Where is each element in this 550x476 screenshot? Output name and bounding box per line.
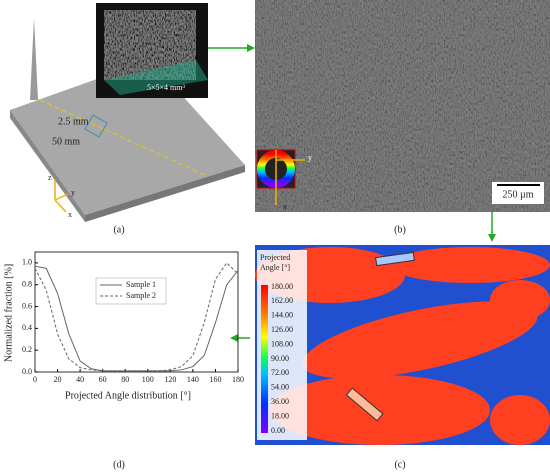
marker (345, 387, 384, 422)
y-tick-label: 0.8 (22, 280, 32, 289)
region (84, 114, 108, 138)
legend-label: Sample 1 (126, 280, 156, 289)
series-line (34, 262, 239, 372)
colorbar-label: 18.00 (271, 411, 289, 420)
y-tick-label: 0.6 (22, 301, 32, 310)
axis-y: y (71, 188, 75, 197)
plate-edge (85, 165, 245, 222)
colorbar-label: 162.00 (271, 296, 293, 305)
volume: 5×5×4 mm³ (147, 83, 185, 92)
panel-label: (d) (113, 459, 125, 470)
panel-a: 5×5×4 mm³ 2.5 mm 50 mm z y x (a) (10, 3, 245, 235)
x-tick-label: 120 (164, 375, 176, 384)
dim: 50 mm (52, 136, 80, 147)
pillar (30, 18, 38, 100)
axis-z: z (48, 173, 52, 182)
legend-label: Sample 2 (126, 291, 156, 300)
colorbar-label: 72.00 (271, 368, 289, 377)
colorbar-label: 108.00 (271, 339, 293, 348)
panel-label: (c) (394, 459, 405, 470)
colorbar-title: Angle [°] (260, 263, 290, 272)
panel-label: (a) (113, 224, 124, 235)
y-tick-label: 0.2 (22, 345, 32, 354)
y-axis-title: Normalized fraction [%] (3, 264, 14, 362)
colorbar (261, 285, 268, 433)
x-tick-label: 0 (33, 375, 37, 384)
axis-x: x (68, 210, 72, 219)
colorbar-label: 126.00 (271, 325, 293, 334)
colorbar-label: 180.00 (271, 282, 293, 291)
y-tick-label: 0.0 (22, 367, 32, 376)
scale-box (492, 182, 544, 204)
red-regions (255, 247, 550, 445)
x-tick-label: 40 (76, 375, 84, 384)
axis-y: y (308, 153, 312, 162)
colorbar-label: 144.00 (271, 311, 293, 320)
x-tick-label: 100 (142, 375, 154, 384)
guide (39, 99, 206, 176)
arrow-head (247, 44, 255, 52)
plate (10, 60, 245, 215)
x-tick-label: 180 (232, 375, 244, 384)
dim: 2.5 mm (58, 116, 89, 127)
legend-box (95, 277, 167, 305)
colorbar-title: Projected (260, 253, 290, 262)
panel-label: (b) (394, 224, 406, 235)
colorbar-label: 54.00 (271, 383, 289, 392)
colorbar-label: 0.00 (271, 426, 285, 435)
panel-c: Projected Angle [°] 180.00 162.00 144.00 12… (255, 245, 550, 470)
colorbar-label: 90.00 (271, 354, 289, 363)
scale-label: 250 µm (502, 189, 533, 200)
axis-x: x (283, 202, 287, 211)
plot-frame (34, 251, 239, 373)
arrow-head (230, 334, 238, 342)
axes-icon (54, 180, 69, 213)
panel-b: y x 250 µm (b) (255, 0, 550, 235)
y-tick-label: 1.0 (22, 258, 32, 267)
x-tick-label: 60 (99, 375, 107, 384)
panel-d: Projected Angle distribution [°] Normali… (3, 251, 244, 470)
arrow-head (488, 234, 496, 242)
inset-base (104, 60, 208, 95)
series-line (34, 265, 239, 372)
x-tick-label: 140 (187, 375, 199, 384)
marker (375, 251, 415, 267)
colorbar-label: 36.00 (271, 397, 289, 406)
x-tick-label: 160 (209, 375, 221, 384)
x-tick-label: 80 (121, 375, 129, 384)
y-tick-label: 0.4 (22, 323, 32, 332)
x-tick-label: 20 (54, 375, 62, 384)
x-axis-title: Projected Angle distribution [°] (65, 390, 191, 401)
micrograph-texture (255, 0, 550, 212)
